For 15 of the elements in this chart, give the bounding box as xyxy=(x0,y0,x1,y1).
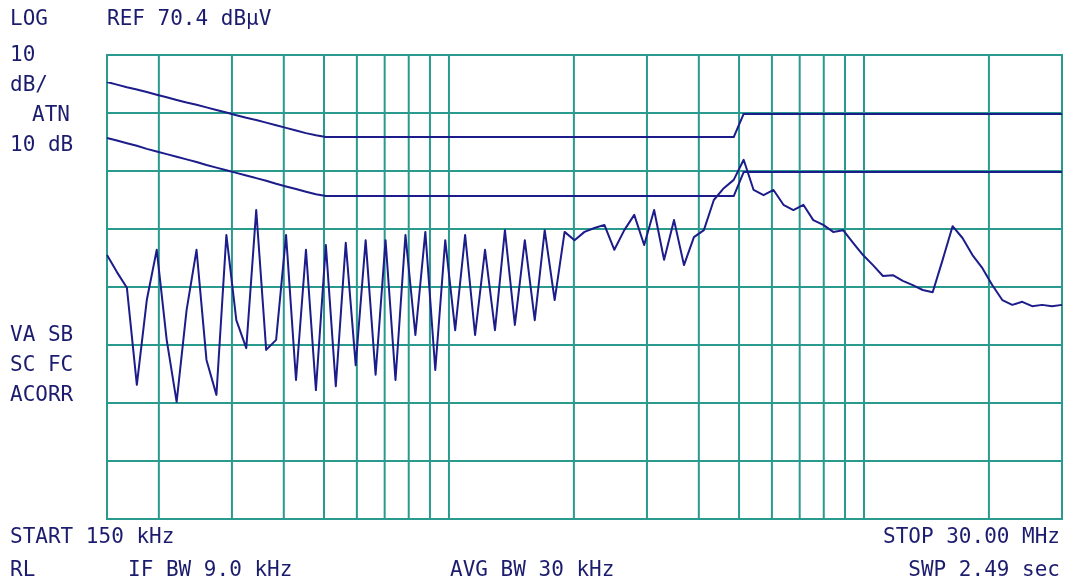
text: SWP 2.49 sec xyxy=(908,557,1060,581)
text: IF BW 9.0 kHz xyxy=(128,557,293,581)
text: VA SB xyxy=(10,322,74,346)
text: LOG xyxy=(10,6,48,30)
text: SC FC xyxy=(10,352,74,376)
text: RL xyxy=(10,557,36,581)
text: REF 70.4 dBµV xyxy=(107,6,272,30)
text: ATN xyxy=(32,102,70,126)
text: STOP 30.00 MHz xyxy=(882,524,1060,548)
text: dB/ xyxy=(10,72,48,96)
text: 10 xyxy=(10,42,36,66)
text: ACORR xyxy=(10,382,74,406)
text: START 150 kHz xyxy=(10,524,175,548)
text: AVG BW 30 kHz xyxy=(450,557,615,581)
text: 10 dB xyxy=(10,132,74,156)
